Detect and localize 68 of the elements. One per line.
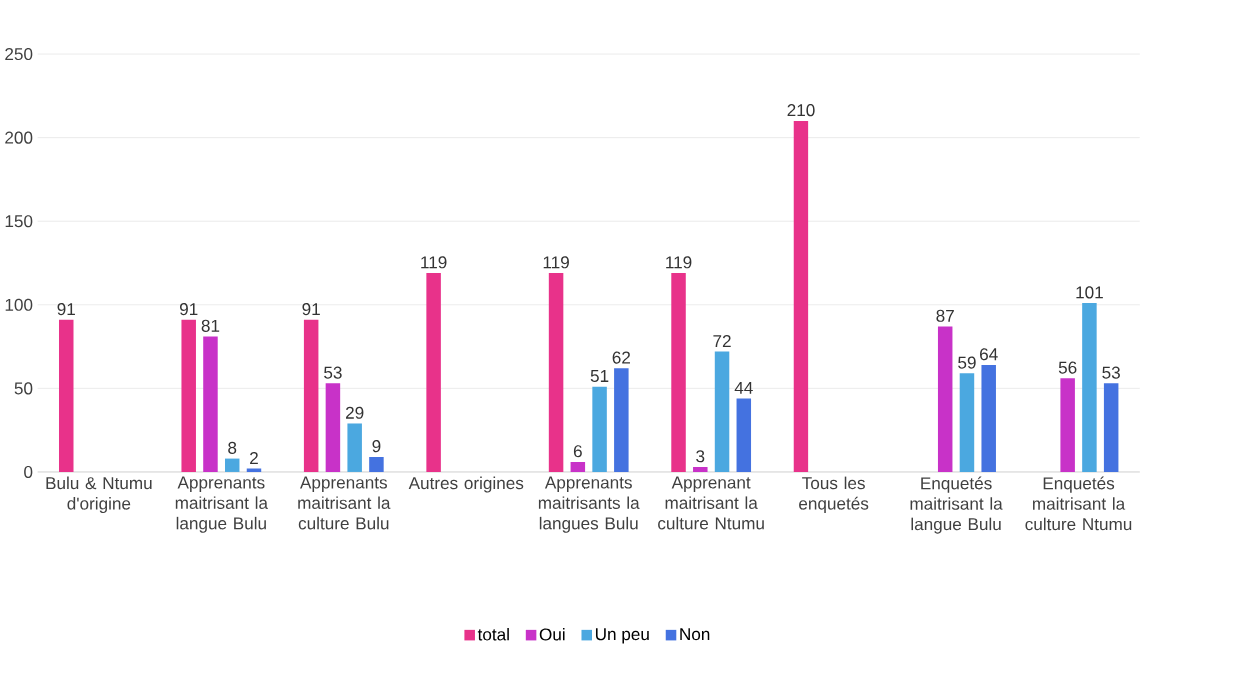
x-tick-label: Apprenants maitrisants la langues Bulu xyxy=(538,476,640,533)
data-label: 91 xyxy=(57,303,75,316)
x-tick-label: Apprenants maitrisant la langue Bulu xyxy=(175,476,268,533)
data-label: 119 xyxy=(543,256,569,269)
bar xyxy=(671,273,686,472)
bar xyxy=(303,319,319,472)
data-label: 53 xyxy=(1102,366,1120,379)
data-label: 53 xyxy=(324,366,342,379)
data-label: 91 xyxy=(302,303,320,316)
data-label: 72 xyxy=(713,334,731,347)
bar xyxy=(426,273,441,472)
data-label: 44 xyxy=(734,381,753,394)
data-label: 9 xyxy=(372,440,381,453)
data-label: 62 xyxy=(612,351,630,364)
bar xyxy=(347,423,362,472)
y-tick-label: 250 xyxy=(5,47,33,61)
bar xyxy=(592,386,607,472)
data-label: 87 xyxy=(936,309,954,322)
bar xyxy=(714,351,730,472)
x-tick-label: Bulu & Ntumu d'origine xyxy=(46,476,152,514)
bar xyxy=(1060,378,1075,472)
bar xyxy=(59,319,74,472)
data-label: 64 xyxy=(980,348,998,361)
legend-label: total xyxy=(477,627,509,641)
data-label: 119 xyxy=(666,256,692,269)
bar xyxy=(793,120,809,472)
data-label: 2 xyxy=(250,451,258,464)
legend-label: Oui xyxy=(539,627,565,641)
x-tick-label: Apprenant maitrisant la culture Ntumu xyxy=(658,476,764,530)
data-label: 91 xyxy=(179,303,198,316)
data-label: 56 xyxy=(1058,361,1077,374)
bar xyxy=(203,336,218,472)
bar xyxy=(981,364,996,472)
y-tick-label: 200 xyxy=(5,131,33,144)
data-label: 210 xyxy=(787,104,815,117)
bar xyxy=(614,368,629,472)
bar xyxy=(224,458,240,472)
y-tick-label: 150 xyxy=(5,215,33,228)
y-tick-label: 50 xyxy=(14,382,33,395)
x-tick-label: Enquetés maitrisant la culture Ntumu xyxy=(1025,476,1132,531)
data-label: 101 xyxy=(1076,286,1103,299)
data-label: 51 xyxy=(590,370,609,383)
data-label: 3 xyxy=(696,450,705,463)
x-tick-label: Apprenants maitrisant la culture Bulu xyxy=(298,476,391,530)
bar xyxy=(570,461,586,472)
bar xyxy=(1082,303,1097,472)
data-label: 6 xyxy=(573,445,582,458)
data-label: 119 xyxy=(421,256,447,269)
bar xyxy=(369,456,384,472)
bar xyxy=(548,273,564,472)
data-label: 8 xyxy=(228,441,237,454)
bar xyxy=(181,319,196,472)
y-tick-label: 0 xyxy=(24,465,33,478)
bar xyxy=(937,326,953,472)
x-tick-label: Autres origines xyxy=(408,476,524,493)
x-tick-label: Tous les enquetés xyxy=(799,476,869,514)
data-label: 81 xyxy=(201,319,220,332)
data-label: 59 xyxy=(958,356,976,369)
legend-label: Un peu xyxy=(595,628,649,644)
bar xyxy=(736,398,752,472)
bar xyxy=(325,383,341,472)
data-label: 29 xyxy=(346,406,364,419)
y-tick-label: 100 xyxy=(5,298,33,311)
bar xyxy=(693,466,708,472)
bar xyxy=(959,373,975,472)
legend-label: Non xyxy=(680,628,710,641)
bar xyxy=(1103,383,1119,472)
x-tick-label: Enquetés maitrisant la langue Bulu xyxy=(910,476,1003,534)
